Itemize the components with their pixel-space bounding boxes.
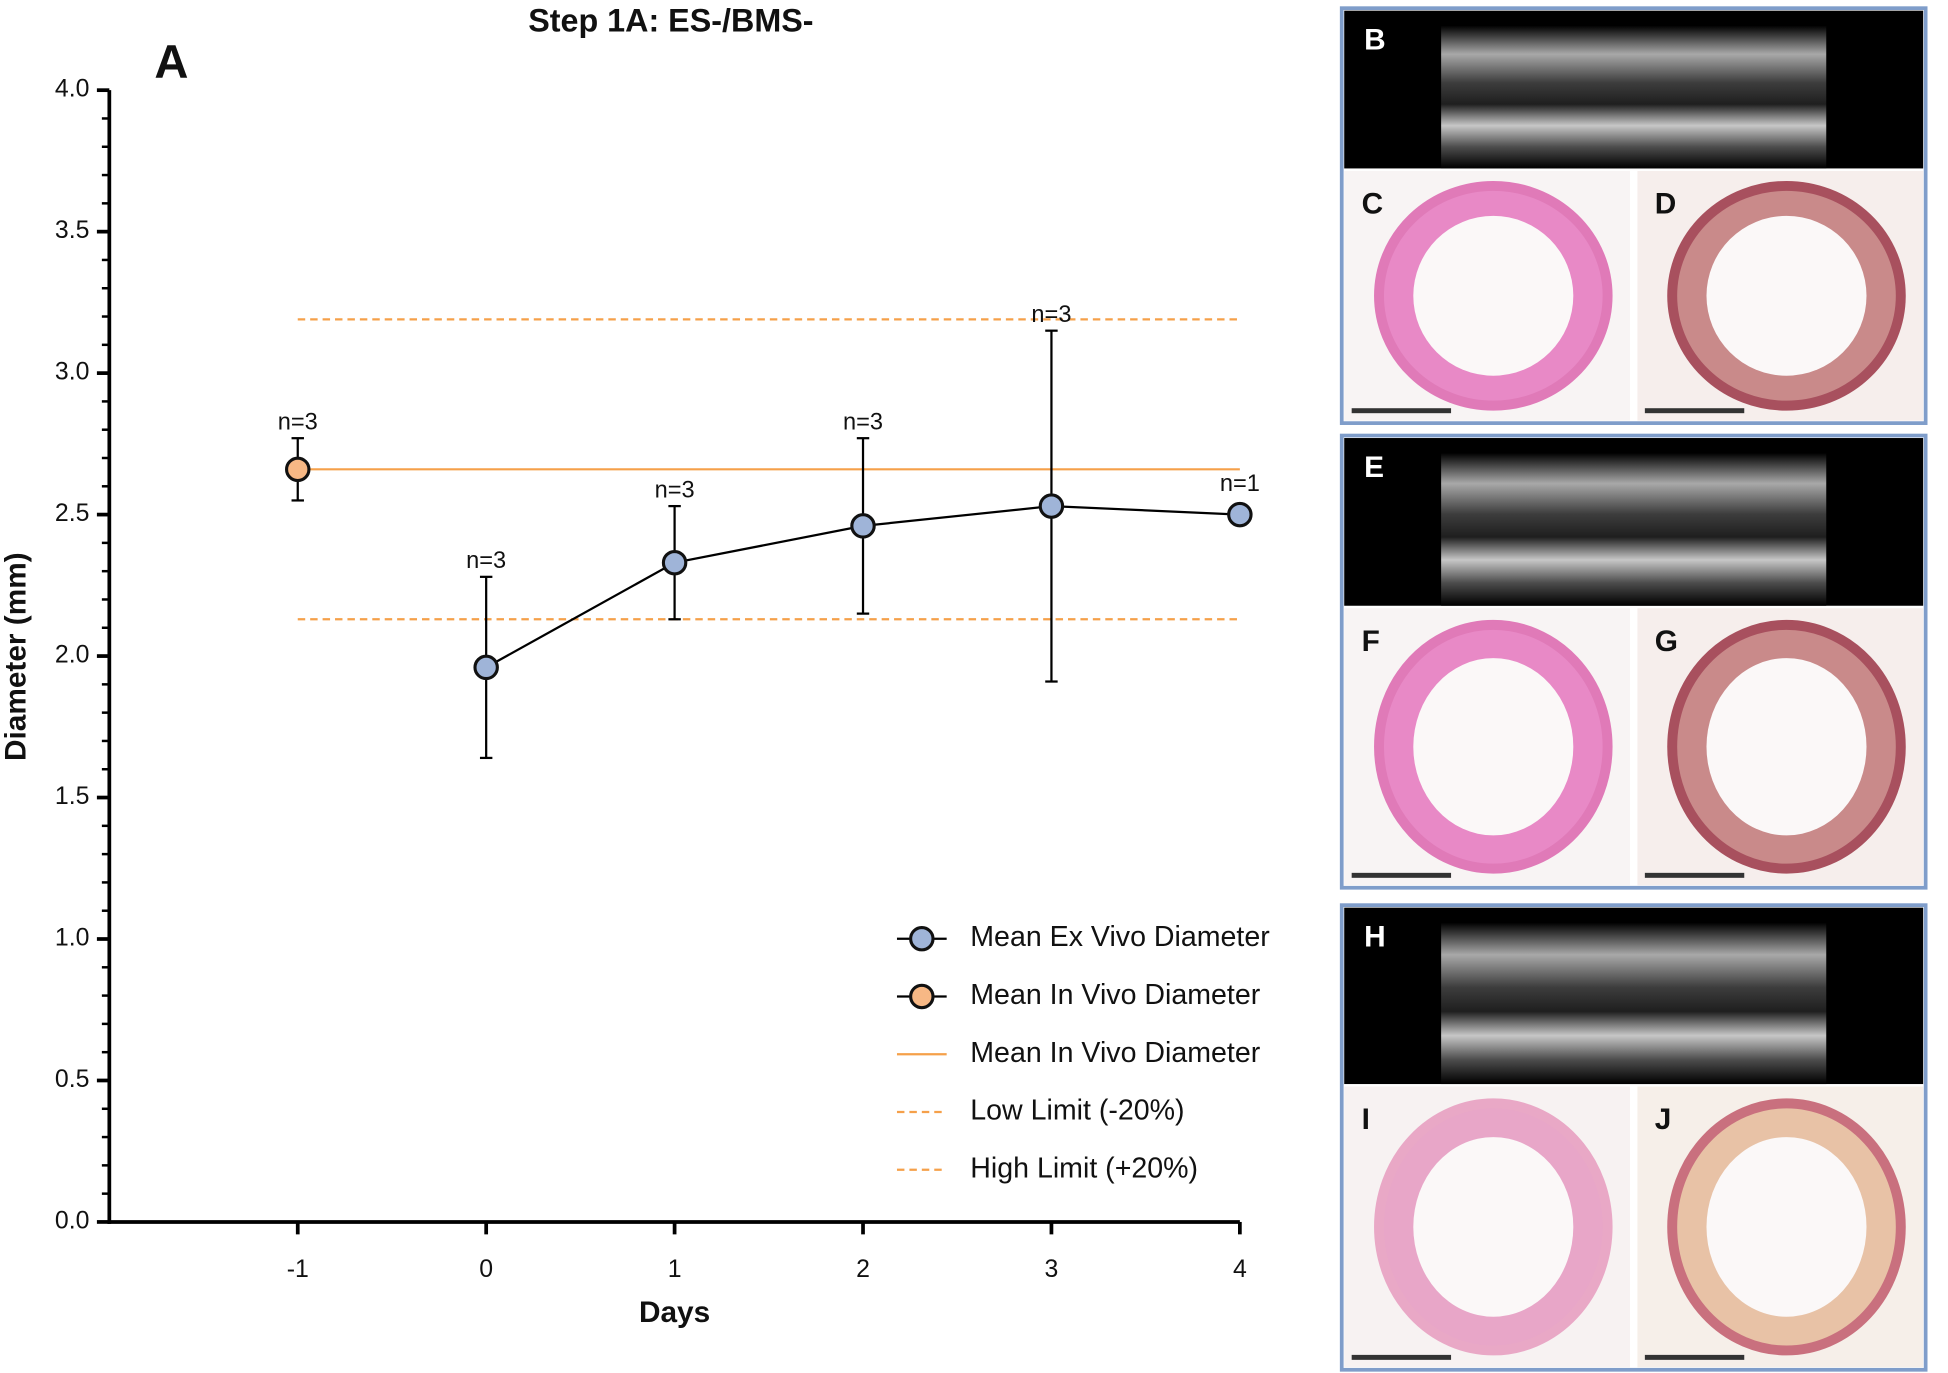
scale-bar [1644,408,1745,414]
legend-label: High Limit (+20%) [970,1152,1198,1184]
y-tick-label: 1.5 [55,783,90,810]
ultrasound-scan [1441,922,1827,1085]
y-tick-label: 3.0 [55,359,90,386]
point [661,549,688,576]
vessel-lumen [1413,215,1574,376]
scale-bar [1351,1354,1452,1360]
panel-label: F [1362,625,1380,658]
vessel-lumen [1706,1137,1867,1317]
panel-label: B [1364,24,1386,57]
x-tick-label: -1 [287,1256,309,1283]
scale-bar [1351,872,1452,878]
panel-label: D [1655,188,1677,221]
point [850,513,876,539]
ultrasound-scan [1441,25,1827,169]
value-label: n=1 [1220,471,1260,497]
panel-label: I [1362,1103,1370,1136]
y-tick-label: 0.0 [55,1208,90,1235]
panel-label: H [1364,921,1386,954]
value-label: n=3 [466,548,506,574]
legend-label: Mean In Vivo Diameter [970,1037,1260,1069]
point [1227,501,1253,528]
point [285,456,311,483]
x-tick-label: 2 [856,1256,870,1283]
panel-label: G [1655,625,1678,658]
point [473,654,499,681]
x-tick-label: 0 [479,1256,493,1283]
vessel-lumen [1706,658,1867,836]
legend-marker [909,925,935,952]
scale-bar [1644,1354,1745,1360]
scale-bar [1351,408,1452,414]
value-label: n=3 [1031,302,1071,328]
panel-label: J [1655,1103,1672,1136]
vessel-lumen [1413,1137,1574,1317]
x-tick-label: 3 [1045,1256,1059,1283]
value-label: n=3 [843,410,883,436]
chart-title: Step 1A: ES-/BMS- [528,3,813,39]
panel-label: A [154,36,188,89]
y-tick-label: 2.0 [55,642,90,669]
y-tick-label: 0.5 [55,1066,90,1093]
y-axis-label: Diameter (mm) [0,552,32,761]
x-tick-label: 4 [1233,1256,1247,1283]
point [1038,493,1065,519]
legend-marker [909,983,935,1010]
legend-label: Mean In Vivo Diameter [970,979,1260,1011]
value-label: n=3 [655,477,695,503]
vessel-lumen [1413,658,1574,836]
vessel-lumen [1706,215,1867,376]
x-axis-label: Days [639,1296,710,1329]
scale-bar [1644,872,1745,878]
legend-label: Mean Ex Vivo Diameter [970,921,1270,953]
panel-label: C [1362,188,1384,221]
ultrasound-scan [1441,452,1827,606]
panel-label: E [1364,451,1384,484]
legend-label: Low Limit (-20%) [970,1095,1184,1127]
y-tick-label: 1.0 [55,925,90,952]
y-tick-label: 2.5 [55,500,90,527]
x-tick-label: 1 [668,1256,682,1283]
y-tick-label: 4.0 [55,76,90,103]
value-label: n=3 [278,410,318,436]
y-tick-label: 3.5 [55,217,90,244]
